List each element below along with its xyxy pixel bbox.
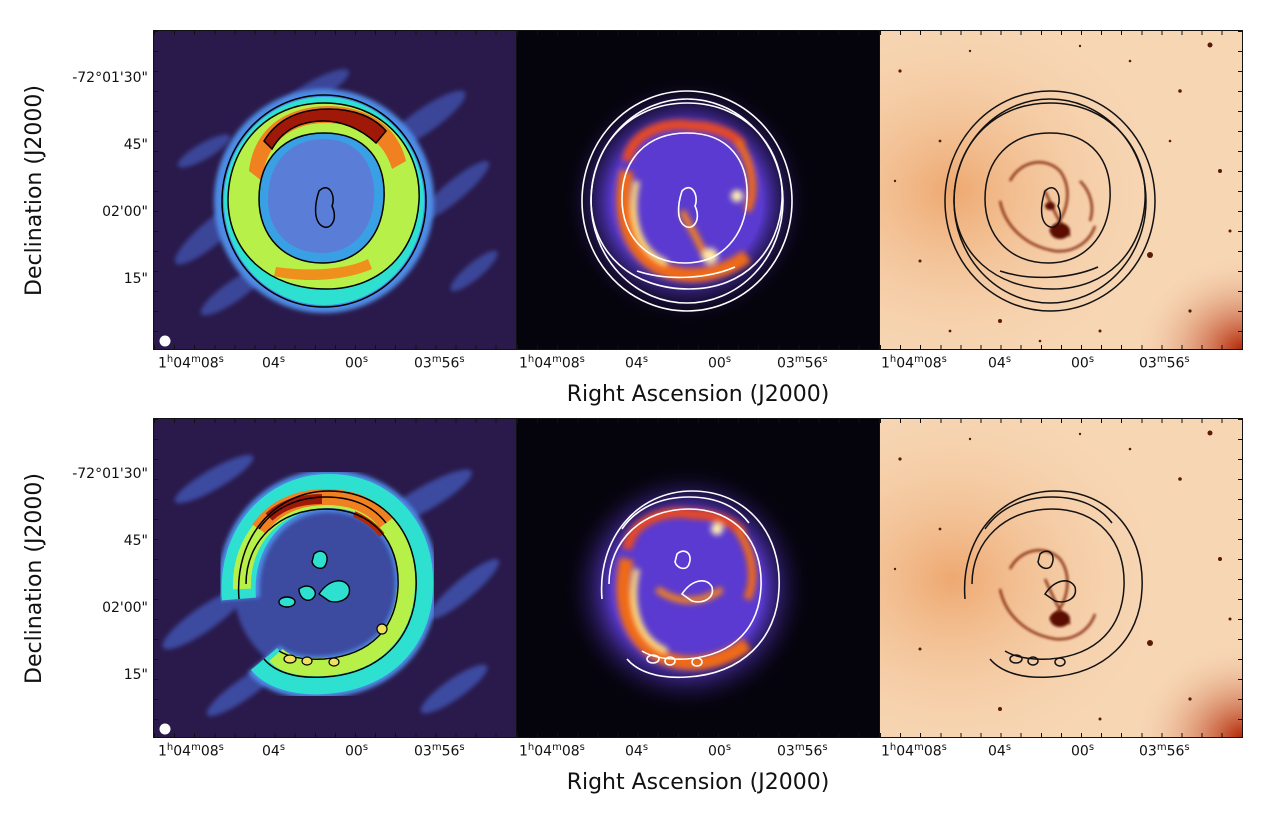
top-row: Declination (J2000) -72°01'30" 45" 02'00… [0, 0, 1280, 407]
y-tick: -72°01'30" [72, 466, 148, 482]
xray-image [517, 31, 879, 349]
xray-panel [516, 31, 879, 349]
optical-image [880, 31, 1242, 349]
radio-panel [154, 31, 516, 349]
y-tick: 45" [123, 137, 148, 153]
y-tick: 02'00" [102, 204, 148, 220]
bottom-row: Declination (J2000) -72°01'30" 45" 02'00… [0, 388, 1280, 795]
beam-ellipse [159, 723, 171, 735]
panel-group [153, 418, 1243, 738]
xray-image [517, 419, 879, 737]
radio-image [154, 419, 516, 737]
panel-group [153, 30, 1243, 350]
y-tick: 02'00" [102, 600, 148, 616]
beam-ellipse [159, 335, 171, 347]
optical-panel [879, 419, 1242, 737]
optical-image [880, 419, 1242, 737]
y-tick: 45" [123, 533, 148, 549]
y-tick: 15" [123, 667, 148, 683]
x-axis-label: Right Ascension (J2000) [566, 382, 830, 407]
y-tick: -72°01'30" [72, 70, 148, 86]
optical-panel [879, 31, 1242, 349]
radio-image [154, 31, 516, 349]
y-axis-label: Declination (J2000) [21, 84, 47, 296]
y-tick: 15" [123, 271, 148, 287]
radio-panel [154, 419, 516, 737]
x-axis-label: Right Ascension (J2000) [566, 770, 830, 795]
y-axis-label: Declination (J2000) [21, 472, 47, 684]
xray-panel [516, 419, 879, 737]
